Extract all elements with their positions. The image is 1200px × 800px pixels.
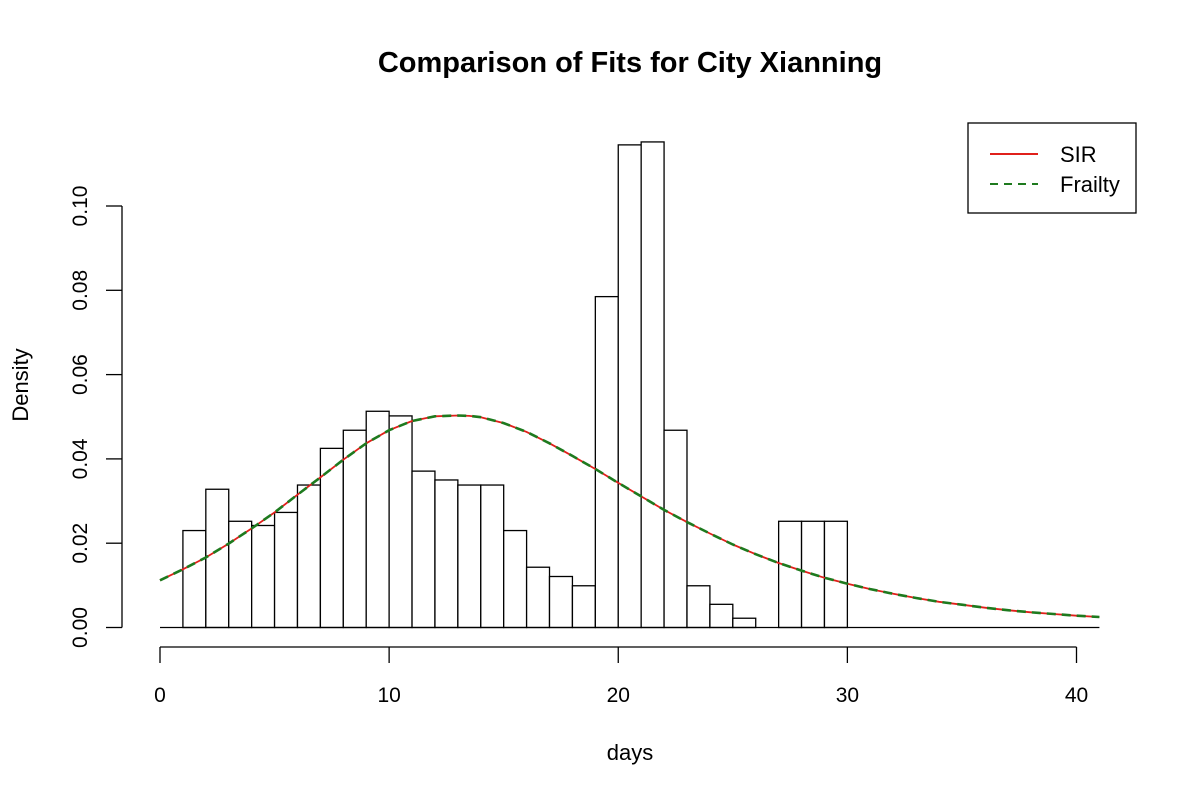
histogram-bar — [617, 144, 642, 629]
y-tick-label: 0.06 — [69, 354, 92, 395]
histogram-bar — [365, 410, 390, 629]
x-tick-label: 0 — [154, 684, 166, 707]
y-tick-label: 0.00 — [69, 607, 92, 648]
histogram-bar — [823, 520, 849, 629]
legend-label-sir: SIR — [1060, 142, 1097, 167]
y-tick-label: 0.04 — [69, 438, 92, 479]
histogram-bars — [182, 141, 849, 629]
x-axis-label: days — [607, 740, 653, 765]
y-axis-label: Density — [8, 348, 33, 421]
y-tick-label: 0.10 — [69, 186, 92, 227]
legend-box — [967, 122, 1137, 214]
x-tick-label: 10 — [377, 684, 400, 707]
histogram-bar — [777, 520, 803, 629]
histogram-bar — [434, 479, 459, 629]
x-tick-label: 30 — [836, 684, 859, 707]
chart-title: Comparison of Fits for City Xianning — [378, 47, 882, 79]
x-tick-label: 20 — [607, 684, 630, 707]
y-tick-label: 0.08 — [69, 270, 92, 311]
y-axis: 0.00 0.02 0.04 0.06 0.08 0.10 — [69, 186, 123, 648]
histogram-bar — [503, 529, 528, 629]
x-tick-label: 40 — [1065, 684, 1088, 707]
histogram-bar — [663, 429, 688, 629]
histogram-bar — [342, 429, 367, 629]
histogram-bar — [480, 484, 505, 629]
histogram-bar — [182, 529, 207, 629]
histogram-bar — [525, 566, 551, 629]
legend-label-frailty: Frailty — [1060, 172, 1120, 197]
histogram-bar — [457, 484, 482, 629]
histogram-bar — [273, 511, 299, 629]
legend: SIR Frailty — [967, 122, 1137, 214]
y-tick-label: 0.02 — [69, 523, 92, 564]
histogram-bar — [732, 617, 757, 629]
histogram-bar — [250, 524, 276, 629]
density-curves — [159, 414, 1100, 619]
histogram-bar — [411, 470, 436, 629]
x-axis: 0 10 20 30 40 — [154, 646, 1088, 707]
histogram-bar — [296, 484, 322, 629]
histogram-bar — [388, 415, 413, 629]
histogram-bar — [709, 603, 734, 629]
histogram-bar — [548, 575, 574, 629]
histogram-bar — [205, 488, 230, 629]
histogram-bar — [640, 141, 665, 629]
histogram-bar — [686, 585, 711, 629]
density-curve-sir — [159, 414, 1100, 618]
histogram-bar — [571, 585, 596, 629]
histogram-bar — [594, 295, 619, 629]
